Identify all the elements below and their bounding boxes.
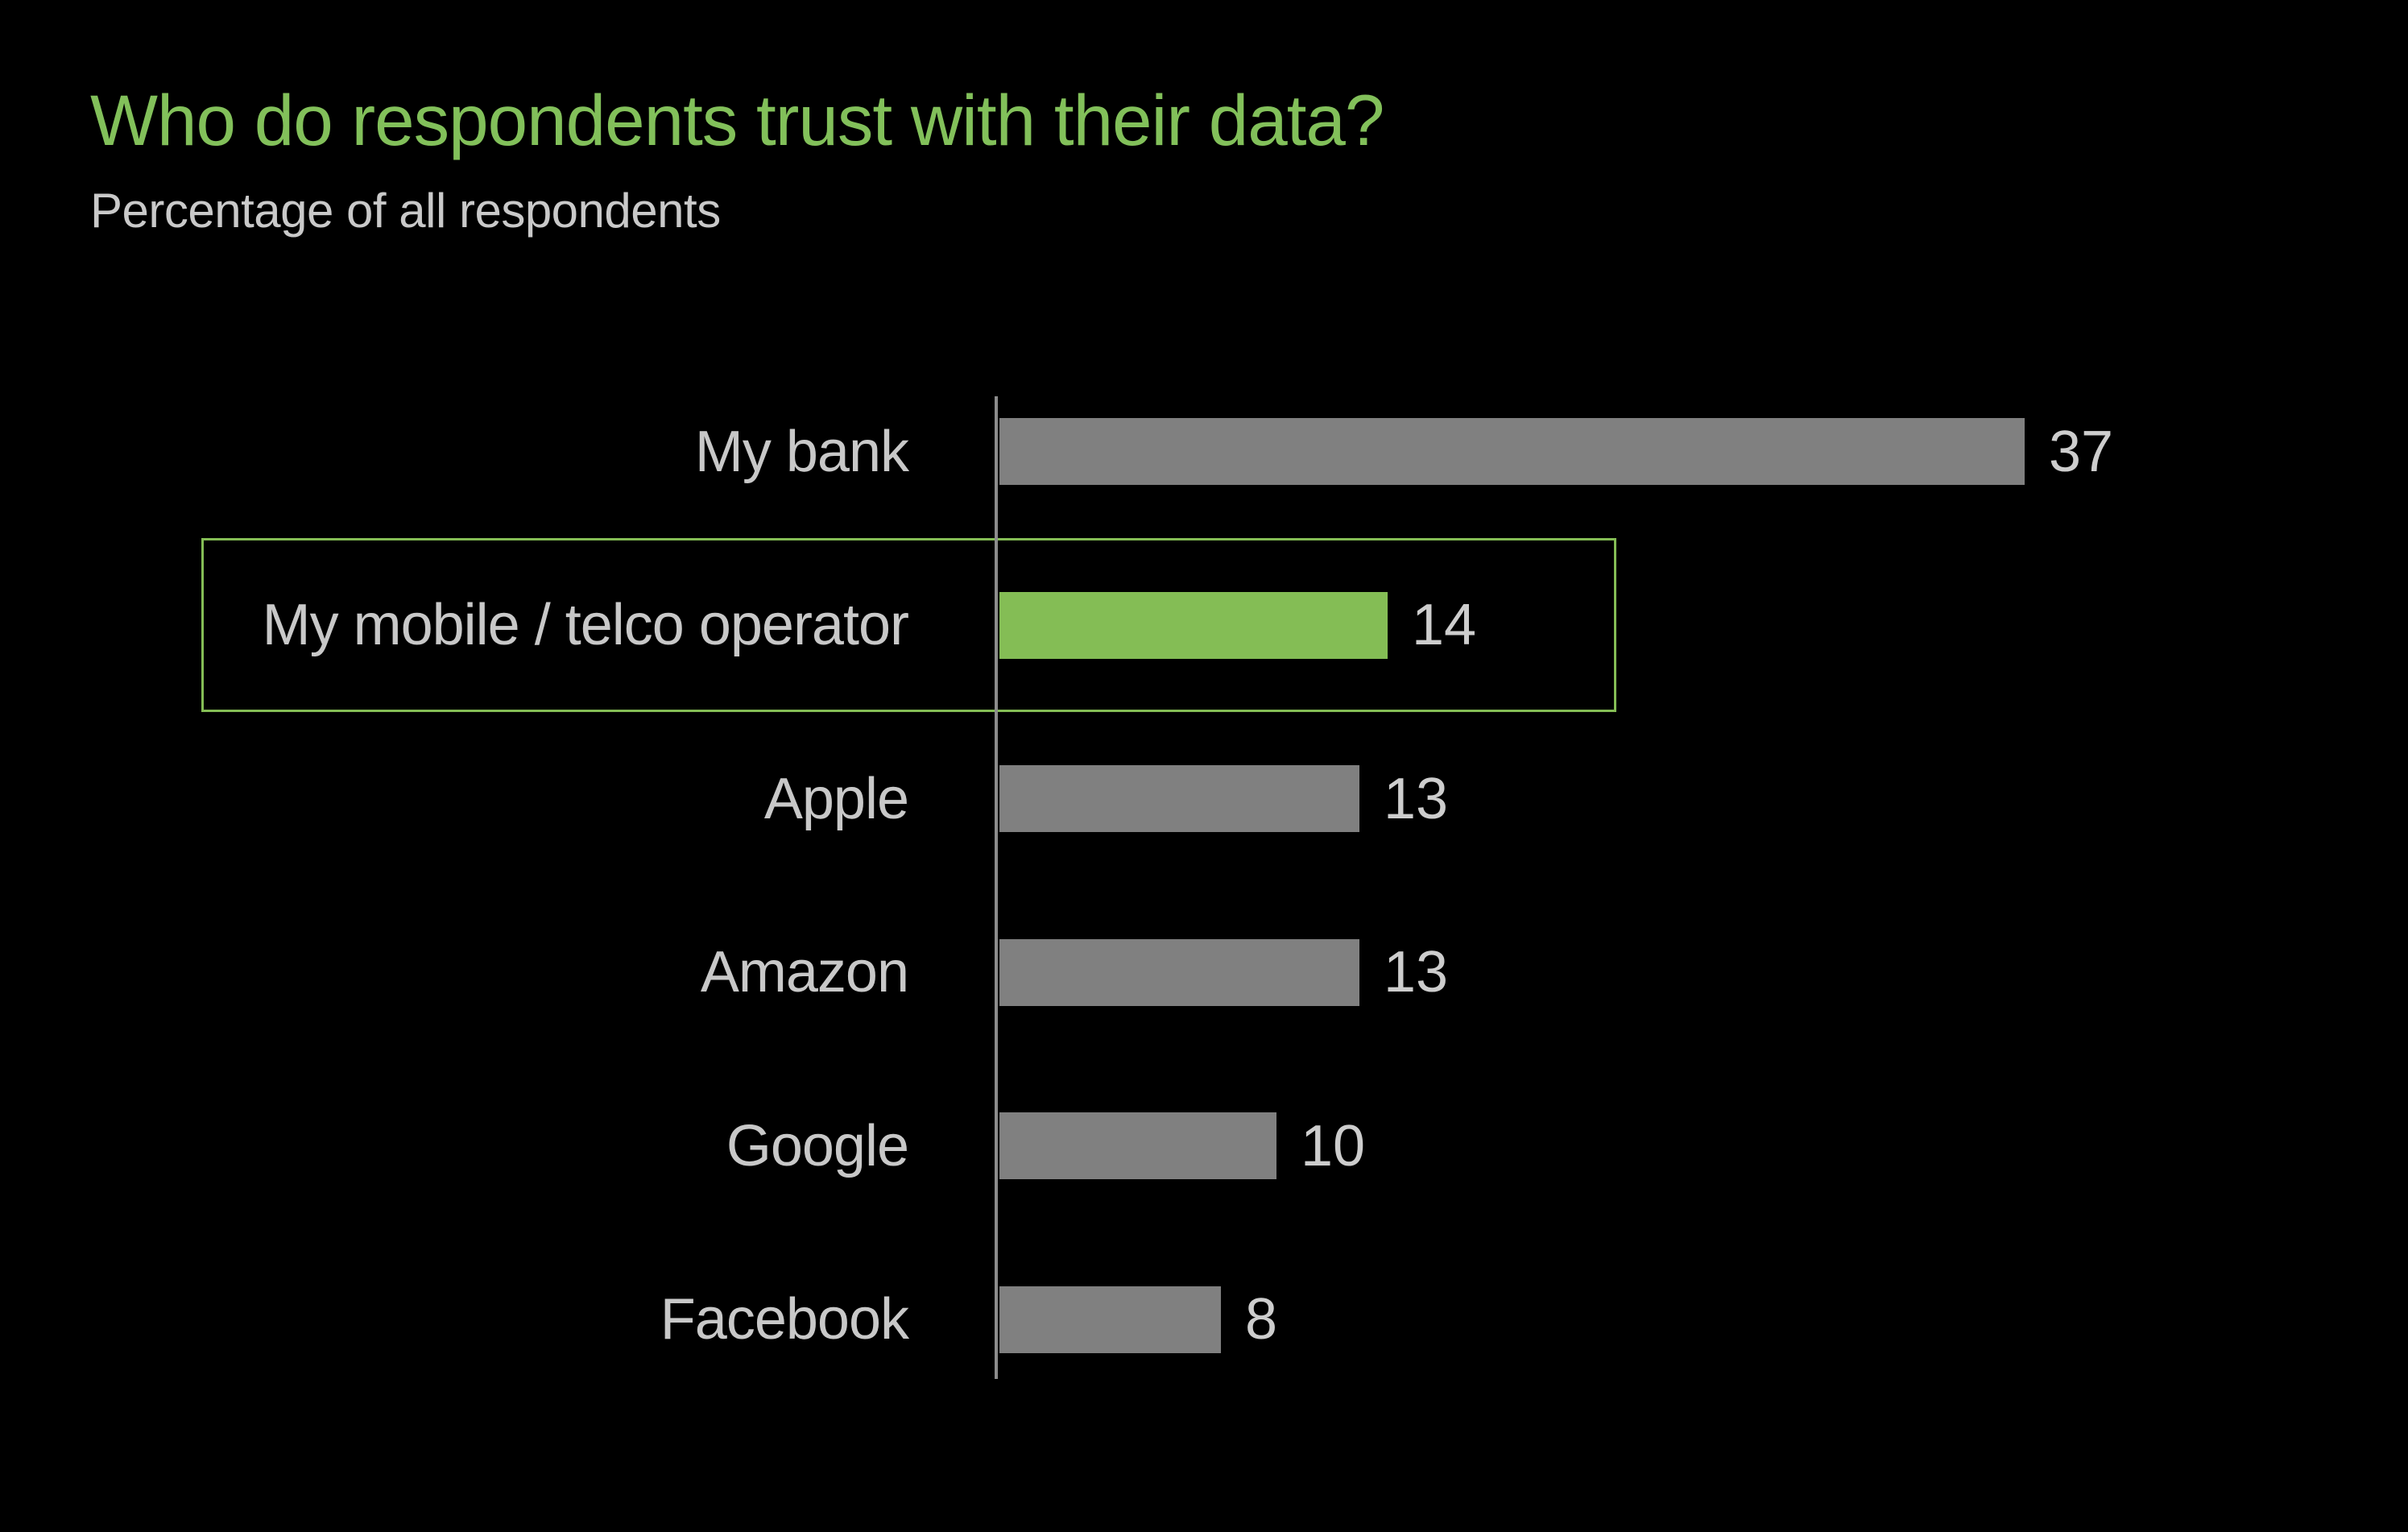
highlight-box — [201, 538, 1616, 712]
value-label: 13 — [1384, 766, 1449, 831]
category-label: My bank — [694, 419, 909, 484]
bar — [999, 938, 1359, 1006]
chart-row: My mobile / telco operator 14 — [0, 539, 2408, 712]
chart-subtitle: Percentage of all respondents — [90, 184, 721, 238]
bar — [999, 1112, 1276, 1179]
bar — [999, 765, 1359, 832]
bar — [999, 418, 2025, 485]
category-label: Google — [726, 1113, 909, 1178]
category-label: Apple — [763, 766, 909, 831]
chart-row: My bank 37 — [0, 365, 2408, 538]
chart-row: Apple 13 — [0, 712, 2408, 885]
bar — [999, 1286, 1221, 1353]
value-label: 14 — [1412, 593, 1477, 657]
category-label: Facebook — [660, 1287, 909, 1352]
chart-title: Who do respondents trust with their data… — [90, 80, 1384, 160]
axis-baseline — [995, 396, 998, 1379]
value-label: 13 — [1384, 940, 1449, 1004]
category-label: My mobile / telco operator — [262, 593, 909, 657]
chart-row: Amazon 13 — [0, 886, 2408, 1059]
chart-row: Facebook 8 — [0, 1233, 2408, 1406]
value-label: 37 — [2049, 419, 2114, 484]
category-label: Amazon — [700, 940, 909, 1004]
value-label: 10 — [1301, 1113, 1366, 1178]
bar-highlighted — [999, 591, 1388, 659]
chart-row: Google 10 — [0, 1059, 2408, 1232]
value-label: 8 — [1245, 1287, 1278, 1352]
